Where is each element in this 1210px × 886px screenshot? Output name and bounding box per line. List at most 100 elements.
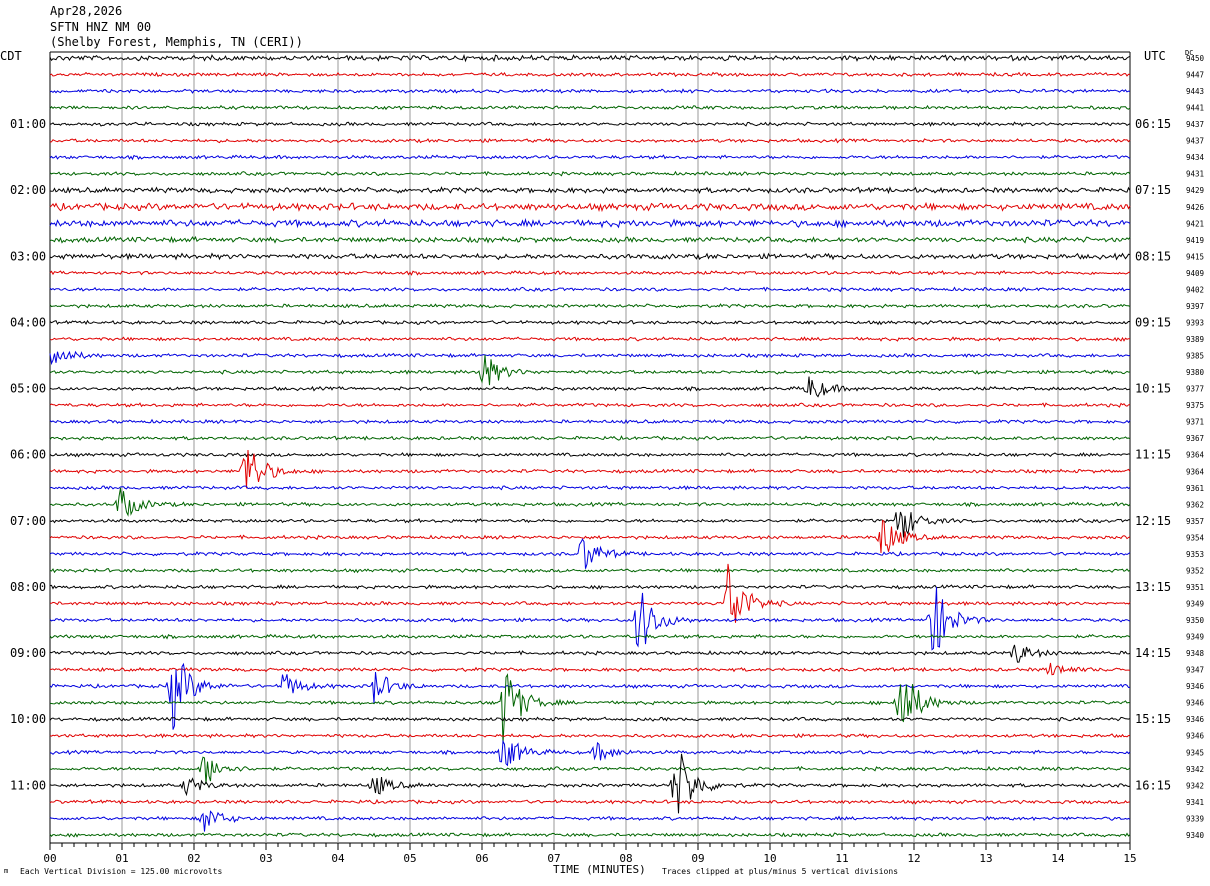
- dc-value: 9431: [1186, 170, 1204, 179]
- dc-value: 9421: [1186, 219, 1204, 228]
- dc-value: 9361: [1186, 484, 1204, 493]
- left-time-label: 10:00: [10, 712, 46, 726]
- seismic-trace: [49, 756, 1131, 784]
- right-time-label: 09:15: [1135, 315, 1171, 329]
- x-tick-label: 01: [115, 852, 128, 865]
- seismic-trace: [49, 186, 1131, 195]
- seismic-trace: [49, 303, 1131, 309]
- x-tick-label: 11: [835, 852, 848, 865]
- seismic-trace: [50, 563, 1131, 623]
- right-time-label: 12:15: [1135, 514, 1171, 528]
- seismic-trace: [49, 487, 1131, 517]
- dc-value: 9346: [1186, 715, 1205, 724]
- x-tick-label: 08: [619, 852, 632, 865]
- dc-value: 9352: [1186, 566, 1204, 575]
- dc-value: 9385: [1186, 352, 1204, 361]
- dc-value: 9426: [1186, 203, 1205, 212]
- seismic-trace: [49, 217, 1131, 229]
- dc-value: 9397: [1186, 302, 1204, 311]
- dc-value: 9419: [1186, 236, 1204, 245]
- dc-value: 9350: [1186, 616, 1205, 625]
- dc-value: 9351: [1186, 583, 1204, 592]
- x-tick-label: 14: [1051, 852, 1065, 865]
- dc-value: 9389: [1186, 335, 1204, 344]
- seismic-trace: [49, 753, 1131, 814]
- dc-value: 9346: [1186, 682, 1205, 691]
- seismic-trace: [49, 336, 1130, 342]
- dc-value: 9342: [1186, 781, 1204, 790]
- right-time-label: 14:15: [1135, 646, 1171, 660]
- left-time-label: 11:00: [10, 778, 46, 792]
- seismic-trace: [49, 53, 1131, 63]
- x-tick-label: 15: [1123, 852, 1136, 865]
- dc-value: 9353: [1186, 550, 1204, 559]
- x-tick-label: 10: [763, 852, 776, 865]
- dc-value: 9349: [1186, 599, 1204, 608]
- left-time-label: 08:00: [10, 580, 46, 594]
- x-axis-label: TIME (MINUTES): [553, 863, 646, 876]
- x-tick-label: 09: [691, 852, 704, 865]
- dc-value: 9441: [1186, 104, 1204, 113]
- right-time-label: 15:15: [1135, 712, 1171, 726]
- right-timezone-label: UTC: [1144, 49, 1166, 63]
- seismic-trace: [49, 449, 1131, 489]
- right-time-label: 07:15: [1135, 183, 1171, 197]
- clip-note: Traces clipped at plus/minus 5 vertical …: [662, 867, 899, 876]
- dc-value: 9375: [1186, 401, 1204, 410]
- left-timezone-label: CDT: [0, 49, 22, 63]
- dc-value: 9377: [1186, 385, 1204, 394]
- seismic-trace: [49, 286, 1131, 293]
- left-time-label: 05:00: [10, 382, 46, 396]
- x-tick-label: 07: [547, 852, 560, 865]
- seismic-trace: [49, 235, 1131, 244]
- seismic-trace: [49, 201, 1131, 213]
- seismic-trace: [49, 88, 1131, 94]
- x-tick-label: 12: [907, 852, 920, 865]
- dc-value: 9340: [1186, 831, 1205, 840]
- dc-label: DC: [1185, 49, 1194, 57]
- seismic-trace: [49, 154, 1131, 161]
- seismic-trace: [49, 538, 1131, 569]
- x-tick-label: 00: [43, 852, 56, 865]
- dc-value: 9367: [1186, 434, 1204, 443]
- x-tick-label: 13: [979, 852, 992, 865]
- dc-value: 9345: [1186, 748, 1204, 757]
- left-time-label: 06:00: [10, 448, 46, 462]
- dc-value: 9364: [1186, 451, 1205, 460]
- x-tick-label: 06: [475, 852, 488, 865]
- seismic-trace: [49, 662, 1131, 730]
- right-time-label: 10:15: [1135, 382, 1171, 396]
- dc-value: 9346: [1186, 732, 1205, 741]
- seismic-trace: [49, 644, 1131, 663]
- header-station: SFTN HNZ NM 00: [50, 20, 152, 34]
- dc-value: 9349: [1186, 633, 1204, 642]
- left-time-label: 02:00: [10, 183, 46, 197]
- dc-value: 9354: [1186, 533, 1205, 542]
- dc-value: 9437: [1186, 120, 1204, 129]
- x-tick-label: 02: [187, 852, 200, 865]
- seismic-trace: [49, 511, 1131, 538]
- seismic-trace: [49, 798, 1131, 805]
- scale-note: Each Vertical Division = 125.00 microvol…: [20, 867, 223, 876]
- corner-mark: m: [4, 867, 9, 875]
- seismic-trace: [49, 104, 1131, 111]
- dc-value: 9434: [1186, 153, 1205, 162]
- seismic-trace: [49, 270, 1131, 276]
- seismic-trace: [49, 832, 1131, 838]
- dc-value: 9364: [1186, 467, 1205, 476]
- seismic-trace: [49, 810, 1131, 832]
- left-time-label: 07:00: [10, 514, 46, 528]
- dc-value: 9415: [1186, 252, 1204, 261]
- right-time-label: 16:15: [1135, 778, 1171, 792]
- x-tick-label: 05: [403, 852, 416, 865]
- header-location: (Shelby Forest, Memphis, TN (CERI)): [50, 35, 303, 49]
- right-time-label: 06:15: [1135, 117, 1171, 131]
- dc-value: 9341: [1186, 798, 1204, 807]
- right-time-label: 11:15: [1135, 448, 1171, 462]
- seismic-trace: [49, 733, 1131, 739]
- seismic-trace: [49, 376, 1131, 398]
- seismic-trace: [49, 716, 1131, 722]
- seismic-trace: [49, 673, 1131, 744]
- dc-value: 9450: [1186, 54, 1205, 63]
